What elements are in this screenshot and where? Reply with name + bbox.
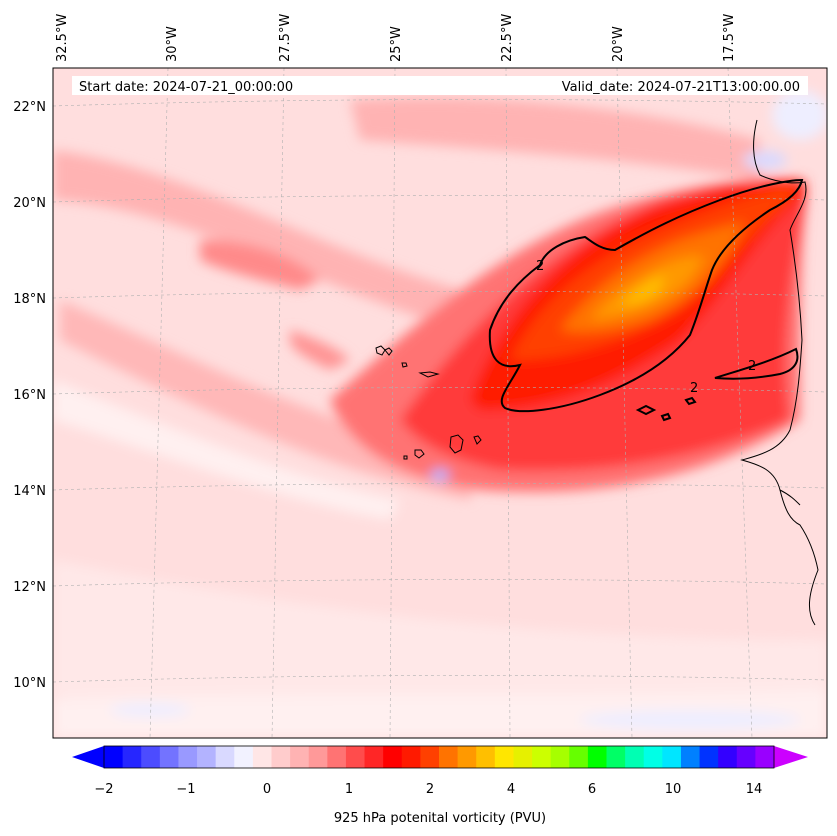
colorbar-tick: 14	[746, 782, 763, 797]
lat-tick: 10°N	[13, 676, 46, 691]
colorbar-cell	[699, 746, 719, 768]
colorbar-under-arrow	[72, 746, 104, 768]
colorbar-cell	[271, 746, 291, 768]
lon-tick: 20°W	[611, 26, 626, 62]
colorbar-cell	[215, 746, 235, 768]
colorbar-cell	[606, 746, 626, 768]
colorbar-tick: −1	[176, 782, 195, 797]
lon-tick: 17.5°W	[722, 14, 737, 62]
header-banner	[72, 76, 808, 95]
lon-tick: 27.5°W	[278, 14, 293, 62]
contour-labels: 2 2 2	[536, 259, 756, 396]
colorbar-cell	[439, 746, 459, 768]
colorbar-tick: 1	[345, 782, 353, 797]
colorbar-cell	[736, 746, 756, 768]
colorbar-cell	[625, 746, 645, 768]
lon-tick: 25°W	[389, 26, 404, 62]
colorbar-cell	[755, 746, 775, 768]
colorbar-cell	[290, 746, 310, 768]
lon-tick: 30°W	[165, 26, 180, 62]
lat-tick: 14°N	[13, 484, 46, 499]
colorbar-label: 925 hPa potenital vorticity (PVU)	[334, 811, 546, 826]
colorbar-cell	[141, 746, 161, 768]
pv-field: 2 2 2	[53, 68, 827, 738]
colorbar-cell	[643, 746, 663, 768]
colorbar-cell	[513, 746, 533, 768]
colorbar-cell	[159, 746, 180, 768]
colorbar-tick: 2	[426, 782, 434, 797]
colorbar-cell	[345, 746, 366, 768]
colorbar-cell	[383, 746, 403, 768]
colorbar-cell	[494, 746, 515, 768]
colorbar-ticks: −2 −1 0 1 2 4 6 10 14	[94, 782, 762, 797]
coastline	[740, 119, 819, 626]
lat-tick: 12°N	[13, 580, 46, 595]
graticule	[53, 68, 827, 738]
latitude-ticks: 22°N 20°N 18°N 16°N 14°N 12°N 10°N	[13, 100, 46, 691]
contour-label: 2	[690, 381, 698, 396]
colorbar-tick: 4	[507, 782, 515, 797]
map-frame	[52, 67, 828, 739]
lat-tick: 22°N	[13, 100, 46, 115]
colorbar-tick: 0	[263, 782, 271, 797]
colorbar-over-arrow	[774, 746, 808, 768]
colorbar-cell	[662, 746, 682, 768]
longitude-ticks: 32.5°W 30°W 27.5°W 25°W 22.5°W 20°W 17.5…	[55, 14, 737, 62]
colorbar-cell	[308, 746, 328, 768]
colorbar-cell	[420, 746, 440, 768]
contour-label: 2	[748, 359, 756, 374]
lon-tick: 22.5°W	[500, 14, 515, 62]
colorbar-cell	[327, 746, 347, 768]
lat-tick: 16°N	[13, 388, 46, 403]
colorbar-tick: 10	[665, 782, 682, 797]
colorbar-cell	[122, 746, 142, 768]
islands	[375, 345, 482, 460]
colorbar-cell	[197, 746, 217, 768]
colorbar: −2 −1 0 1 2 4 6 10 14 925 hPa potenital …	[72, 745, 808, 826]
lat-tick: 20°N	[13, 196, 46, 211]
contour-label: 2	[536, 259, 544, 274]
colorbar-cells	[104, 746, 775, 768]
colorbar-cell	[718, 746, 738, 768]
colorbar-cell	[234, 746, 254, 768]
colorbar-cell	[569, 746, 589, 768]
colorbar-cell	[252, 746, 273, 768]
colorbar-cell	[401, 746, 421, 768]
valid-date-label: Valid_date: 2024-07-21T13:00:00.00	[562, 80, 800, 95]
pv-contour	[488, 178, 804, 422]
colorbar-cell	[587, 746, 608, 768]
colorbar-cell	[532, 746, 552, 768]
colorbar-cell	[104, 746, 124, 768]
colorbar-tick: 6	[588, 782, 596, 797]
colorbar-cell	[364, 746, 384, 768]
colorbar-cell	[476, 746, 496, 768]
colorbar-tick: −2	[94, 782, 113, 797]
colorbar-cell	[457, 746, 477, 768]
colorbar-cell	[550, 746, 570, 768]
lon-tick: 32.5°W	[55, 14, 70, 62]
pv-shading	[53, 90, 827, 738]
colorbar-cell	[178, 746, 198, 768]
lat-tick: 18°N	[13, 292, 46, 307]
colorbar-cell	[680, 746, 701, 768]
start-date-label: Start date: 2024-07-21_00:00:00	[79, 80, 293, 95]
colorbar-frame	[103, 745, 775, 769]
